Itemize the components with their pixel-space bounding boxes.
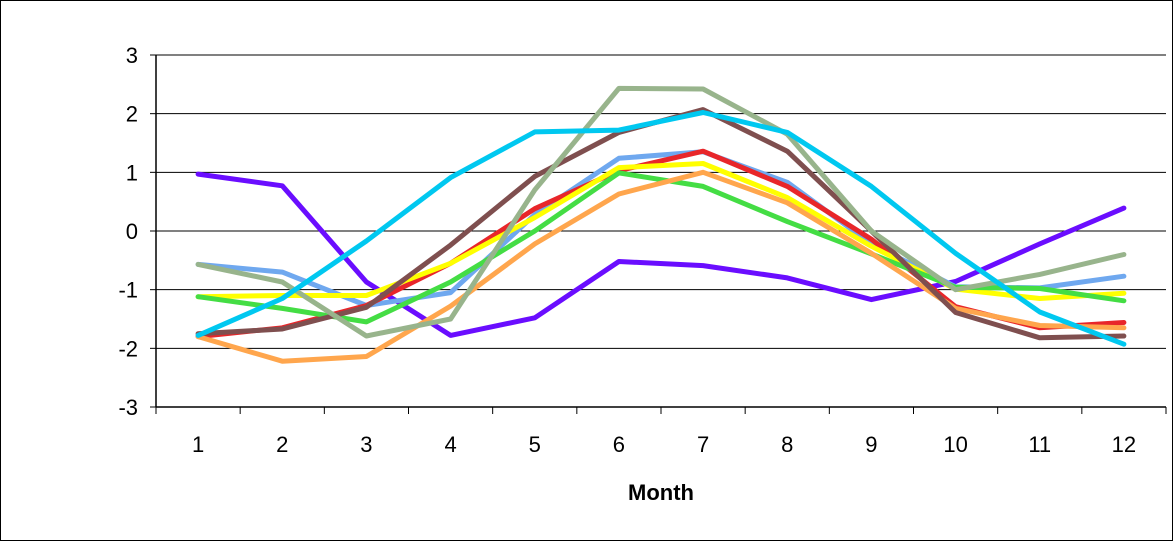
y-tick-label: -3 (118, 395, 138, 420)
x-tick-label: 4 (444, 432, 456, 457)
x-tick-label: 2 (276, 432, 288, 457)
x-tick-label: 10 (943, 432, 967, 457)
x-tick-label: 5 (529, 432, 541, 457)
x-axis-title: Month (628, 480, 694, 505)
y-tick-label: 1 (126, 160, 138, 185)
series-line-6 (195, 169, 1127, 364)
series-line-8 (195, 85, 1127, 339)
x-tick-label: 7 (697, 432, 709, 457)
series-line-1 (195, 171, 1127, 338)
y-tick-label: 0 (126, 219, 138, 244)
axes (155, 55, 1166, 408)
series-lines (195, 85, 1127, 364)
series-line-9 (195, 110, 1127, 347)
x-tick-label: 9 (865, 432, 877, 457)
x-tick-label: 1 (192, 432, 204, 457)
x-tick-label: 6 (613, 432, 625, 457)
y-tick-label: 3 (126, 43, 138, 68)
x-tick-labels: 1 2 3 4 5 6 7 8 9 10 11 12 (192, 432, 1136, 457)
y-tick-labels: 3 2 1 0 -1 -2 -3 (118, 43, 138, 420)
x-tick-label: 12 (1112, 432, 1136, 457)
x-tick-label: 11 (1028, 432, 1051, 457)
x-tick-label: 8 (781, 432, 793, 457)
series-line-4 (195, 161, 1127, 301)
y-tick-label: -2 (118, 336, 138, 361)
y-tick-label: 2 (126, 102, 138, 127)
series-line-7 (195, 107, 1127, 341)
y-tick-label: -1 (118, 278, 138, 303)
x-tick-label: 3 (360, 432, 372, 457)
